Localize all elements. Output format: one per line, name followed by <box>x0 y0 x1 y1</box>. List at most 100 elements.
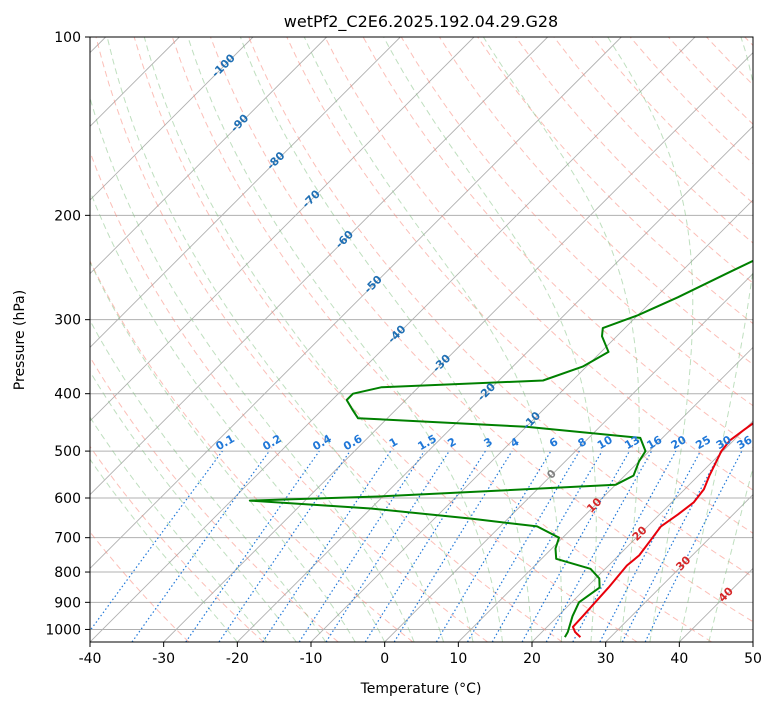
chart-title: wetPf2_C2E6.2025.192.04.29.G28 <box>284 12 558 32</box>
x-tick-label: 30 <box>597 651 615 667</box>
mixing-ratio-label: 0.6 <box>341 432 365 453</box>
mixing-ratio-label: 2 <box>445 435 458 450</box>
y-tick-label: 400 <box>54 387 81 403</box>
isobar-grid <box>90 37 753 630</box>
dry-adiabat-line <box>553 37 753 244</box>
moist-adiabat-line <box>239 37 533 642</box>
mixing-ratio-line <box>218 450 351 642</box>
isotherm-line <box>90 37 254 201</box>
mixing-ratio-label: 8 <box>576 435 589 450</box>
x-axis-label: Temperature (°C) <box>360 681 482 697</box>
isotherm-grid <box>90 37 753 642</box>
dry-adiabat-line <box>95 37 563 642</box>
profile-series <box>248 259 753 638</box>
mixing-ratio-line <box>325 450 450 642</box>
x-axis: -40 -30 -20 -10 0 10 20 30 40 50 <box>79 642 762 667</box>
dry-adiabat-line <box>90 531 190 642</box>
mixing-ratio-label: 16 <box>644 433 664 452</box>
isotherm-label: 30 <box>673 553 693 573</box>
isotherm-line <box>90 37 696 642</box>
isotherm-label: -100 <box>209 51 238 80</box>
moist-adiabat-line <box>187 37 503 642</box>
isotherm-line <box>384 273 753 642</box>
isotherm-label: -80 <box>264 149 287 172</box>
moist-adiabat-line <box>678 37 753 642</box>
moist-adiabat-line <box>90 370 297 642</box>
moist-adiabat-line <box>303 37 563 642</box>
dry-adiabat-line <box>668 37 753 125</box>
mixing-ratio-line <box>393 450 513 642</box>
moist-adiabat-line <box>607 37 694 642</box>
y-tick-label: 700 <box>54 531 81 547</box>
moist-adiabat-line <box>90 96 415 642</box>
x-tick-label: 10 <box>449 651 467 667</box>
y-tick-label: 500 <box>54 444 81 460</box>
mixing-ratio-label: 6 <box>547 435 560 450</box>
isotherm-line <box>90 37 548 496</box>
mixing-ratio-line <box>466 450 580 642</box>
isotherm-line <box>679 567 753 642</box>
isotherm-line <box>163 52 753 642</box>
x-tick-label: 50 <box>744 651 762 667</box>
y-tick-label: 300 <box>54 313 81 329</box>
isotherm-label: -30 <box>430 352 453 375</box>
plot-frame <box>89 36 754 643</box>
mixing-ratio-line <box>572 450 677 642</box>
mixing-ratio-line <box>262 450 392 642</box>
mixing-ratio-label: 0.2 <box>260 432 283 453</box>
mixing-ratio-line <box>545 450 653 642</box>
mixing-ratio-label: 1.5 <box>415 432 438 453</box>
y-axis-label: Pressure (hPa) <box>12 290 28 390</box>
isotherm-label: 0 <box>544 467 559 482</box>
dry-adiabat-line <box>171 37 712 642</box>
isotherm-line <box>90 37 401 348</box>
y-tick-label: 800 <box>54 565 81 581</box>
mixing-ratio-label: 36 <box>735 433 755 452</box>
isotherm-line <box>90 37 622 569</box>
isotherm-label: -90 <box>228 111 251 134</box>
isotherm-line <box>752 641 753 642</box>
mixing-ratio-line <box>644 450 743 642</box>
y-tick-label: 200 <box>54 208 81 224</box>
mixing-ratio-label: 3 <box>482 435 495 450</box>
moist-adiabat-line <box>708 466 753 642</box>
isotherm-line <box>531 420 753 642</box>
dry-adiabat-line <box>90 356 339 642</box>
mixing-ratio-labels: 0.1 0.2 0.4 0.6 1 1.5 2 3 4 6 8 10 13 16 20 25 30 36 <box>213 432 755 453</box>
y-tick-label: 1000 <box>45 622 81 638</box>
isotherm-line <box>237 125 753 642</box>
dry-adiabat-line <box>90 445 264 642</box>
isotherm-label: -70 <box>300 187 323 210</box>
isotherm-line <box>605 494 753 642</box>
mixing-ratio-line <box>521 450 631 642</box>
mixing-ratio-label: 0.4 <box>310 432 334 453</box>
dry-adiabat-line <box>286 37 753 534</box>
mixing-ratio-lines <box>90 450 743 642</box>
isotherm-line <box>310 199 753 642</box>
y-tick-label: 100 <box>54 30 81 46</box>
moist-adiabat-line <box>90 319 327 642</box>
isotherm-label: -50 <box>362 273 385 296</box>
isotherm-label: -40 <box>385 322 408 345</box>
mixing-ratio-label: 25 <box>693 433 713 452</box>
moist-adiabat-line <box>383 37 597 642</box>
y-tick-label: 600 <box>54 491 81 507</box>
dry-adiabat-line <box>248 37 753 578</box>
dry-adiabat-line <box>744 37 753 47</box>
mixing-ratio-line <box>364 450 486 642</box>
isotherm-label: -60 <box>333 228 356 251</box>
x-tick-label: -20 <box>226 651 249 667</box>
x-tick-label: 0 <box>380 651 389 667</box>
mixing-ratio-label: 1 <box>387 435 400 450</box>
moist-adiabat-line <box>90 458 238 642</box>
isotherm-line <box>90 37 327 275</box>
mixing-ratio-line <box>90 450 223 632</box>
mixing-ratio-line <box>298 450 425 642</box>
dry-adiabat-line <box>515 37 753 284</box>
x-tick-label: -40 <box>79 651 102 667</box>
mixing-ratio-line <box>131 450 270 642</box>
x-tick-label: 40 <box>670 651 688 667</box>
isotherm-line <box>458 346 753 642</box>
plot-area: -100-90-80-70-60-50-40-30-20-10010203040… <box>90 37 755 642</box>
